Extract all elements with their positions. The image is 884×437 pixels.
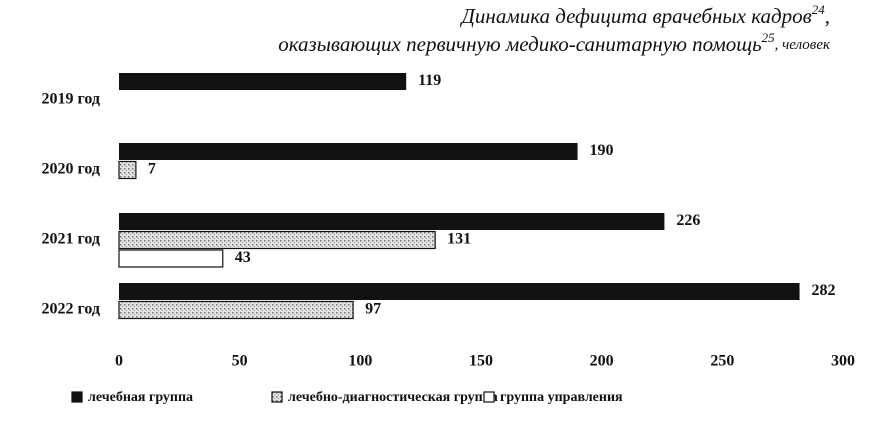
value-label: 131 <box>447 231 471 248</box>
y-tick-label: 2022 год <box>42 301 101 318</box>
value-label: 7 <box>148 161 156 178</box>
legend-label: лечебная группа <box>88 390 193 405</box>
x-tick-label: 0 <box>115 353 123 370</box>
title-text: , <box>825 4 830 28</box>
value-label: 97 <box>365 301 381 318</box>
unit-text: , человек <box>775 37 831 53</box>
value-label: 226 <box>676 212 700 229</box>
legend-marker <box>271 391 283 403</box>
value-label: 190 <box>590 142 614 159</box>
value-label: 119 <box>418 72 441 89</box>
footnote-ref: 24 <box>812 2 826 17</box>
bar <box>118 300 354 320</box>
chart-subtitle: оказывающих первичную медико-санитарную … <box>278 30 831 56</box>
bar <box>119 213 665 230</box>
title-text: оказывающих первичную медико-санитарную … <box>278 32 761 56</box>
x-tick-label: 300 <box>831 353 855 370</box>
bar <box>118 230 436 250</box>
value-label: 282 <box>812 282 836 299</box>
x-tick-label: 200 <box>590 353 614 370</box>
legend-label: группа управления <box>500 390 623 405</box>
legend-label: лечебно-диагностическая группа <box>288 390 498 405</box>
legend-marker <box>71 391 83 403</box>
title-text: Динамика дефицита врачебных кадров <box>460 4 812 28</box>
y-tick-label: 2021 год <box>42 231 101 248</box>
bar <box>119 73 407 90</box>
bar <box>118 249 224 268</box>
y-tick-label: 2019 год <box>42 91 101 108</box>
x-tick-label: 150 <box>469 353 493 370</box>
bar <box>119 143 578 160</box>
x-tick-label: 250 <box>710 353 734 370</box>
chart-title: Динамика дефицита врачебных кадров24, <box>460 2 830 28</box>
x-tick-label: 50 <box>232 353 248 370</box>
bar <box>118 160 137 180</box>
bar <box>119 283 800 300</box>
footnote-ref: 25 <box>762 30 776 45</box>
x-tick-label: 100 <box>348 353 372 370</box>
y-tick-label: 2020 год <box>42 161 101 178</box>
value-label: 43 <box>235 249 251 266</box>
legend-marker <box>483 391 495 403</box>
